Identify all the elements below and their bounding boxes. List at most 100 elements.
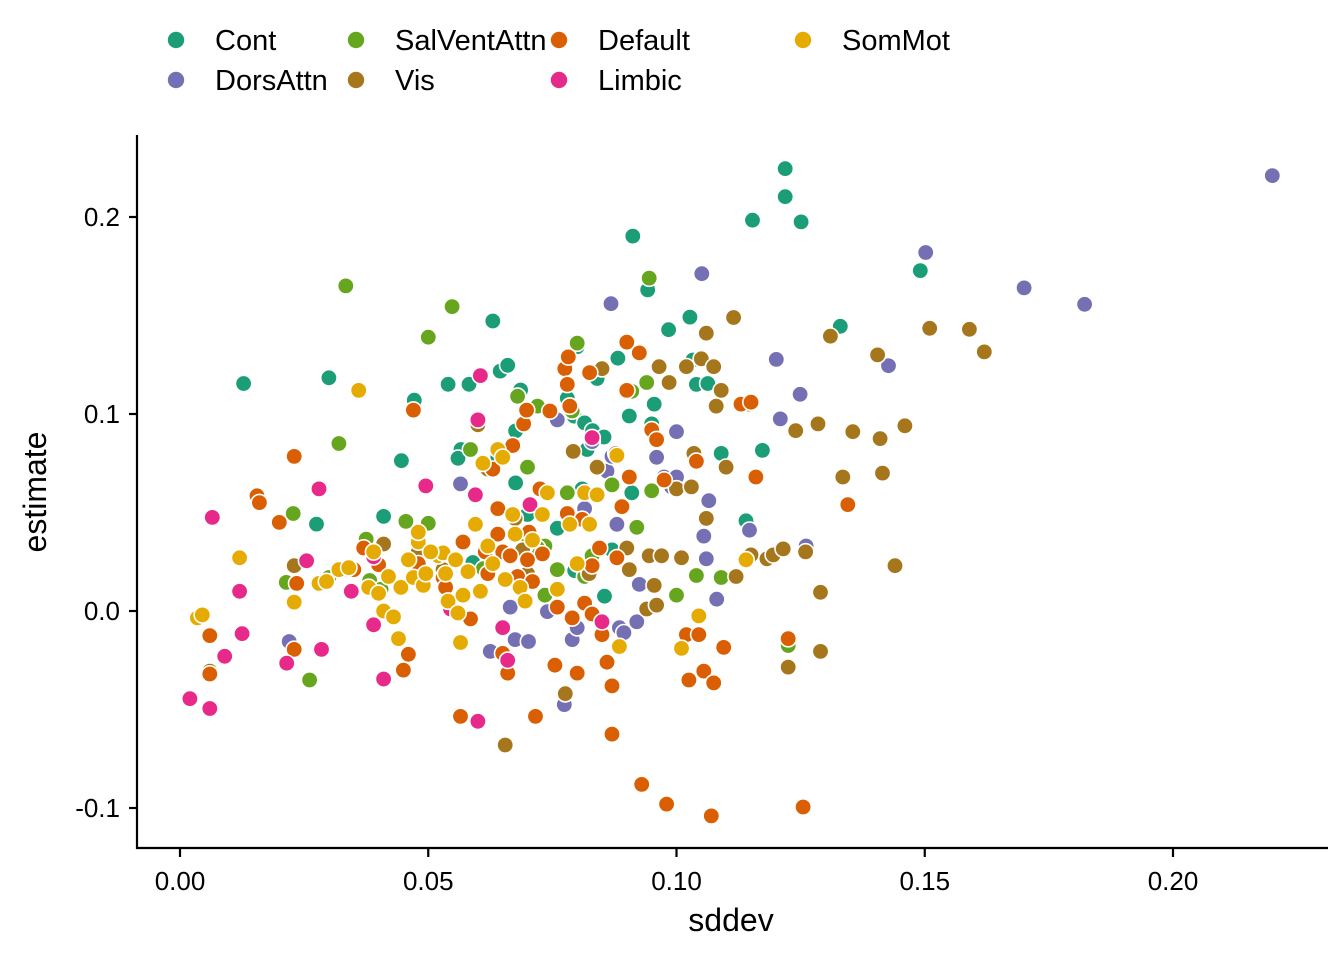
data-point: [493, 618, 512, 637]
data-point: [667, 586, 686, 605]
data-point: [712, 568, 731, 587]
legend-swatch: [346, 30, 366, 50]
data-point: [312, 640, 331, 659]
data-point: [707, 397, 726, 416]
data-point: [506, 525, 525, 544]
x-tick-label: 0.10: [651, 866, 702, 896]
data-point: [285, 640, 304, 659]
data-points: [180, 159, 1282, 825]
data-point: [526, 707, 545, 726]
data-point: [608, 349, 627, 368]
data-point: [404, 401, 423, 420]
data-point: [622, 483, 641, 502]
data-point: [506, 473, 525, 492]
data-point: [657, 795, 676, 814]
data-point: [297, 551, 316, 570]
data-point: [743, 211, 762, 230]
data-point: [774, 539, 793, 558]
data-point: [583, 428, 602, 447]
legend-label: Cont: [215, 25, 276, 57]
x-tick-label: 0.00: [155, 866, 206, 896]
data-point: [602, 475, 621, 494]
legend-swatch: [549, 30, 569, 50]
legend-swatch: [166, 30, 186, 50]
data-point: [610, 637, 629, 656]
data-point: [501, 598, 520, 617]
data-point: [873, 464, 892, 483]
data-point: [746, 467, 765, 486]
data-point: [687, 452, 706, 471]
data-point: [712, 381, 731, 400]
data-point: [451, 474, 470, 493]
data-point: [660, 373, 679, 392]
data-point: [559, 347, 578, 366]
x-tick-label: 0.15: [899, 866, 950, 896]
series-limbic: [180, 366, 611, 731]
data-point: [568, 554, 587, 573]
legend: Cont DorsAttn SalVentAttn Vis Default Limbic S…: [166, 25, 950, 97]
data-point: [647, 430, 666, 449]
data-point: [349, 381, 368, 400]
data-point: [498, 356, 517, 375]
legend-item-cont: Cont: [166, 25, 276, 57]
data-point: [612, 497, 631, 516]
data-point: [374, 669, 393, 688]
legend-label: SomMot: [842, 25, 950, 57]
data-point: [623, 227, 642, 246]
data-point: [724, 308, 743, 327]
data-point: [180, 689, 199, 708]
data-point: [630, 575, 649, 594]
data-point: [580, 363, 599, 382]
data-point: [796, 542, 815, 561]
data-point: [384, 607, 403, 626]
data-point: [779, 658, 798, 677]
data-point: [364, 615, 383, 634]
data-point: [284, 504, 303, 523]
data-point: [885, 556, 904, 575]
data-point: [714, 638, 733, 657]
data-point: [699, 491, 718, 510]
data-point: [620, 560, 639, 579]
data-point: [879, 356, 898, 375]
data-point: [580, 515, 599, 534]
data-point: [702, 806, 721, 825]
data-point: [560, 397, 579, 416]
data-point: [409, 523, 428, 542]
data-point: [563, 608, 582, 627]
data-point: [471, 582, 490, 601]
data-point: [920, 319, 939, 338]
data-point: [319, 368, 338, 387]
data-point: [519, 632, 538, 651]
data-point: [592, 612, 611, 631]
data-point: [602, 676, 621, 695]
data-point: [364, 542, 383, 561]
data-point: [811, 583, 830, 602]
data-point: [843, 422, 862, 441]
data-point: [776, 159, 795, 178]
data-point: [677, 357, 696, 376]
data-point: [694, 662, 713, 681]
data-point: [558, 375, 577, 394]
data-point: [620, 467, 639, 486]
series-dorsattn: [280, 166, 1282, 714]
series-sommot: [188, 381, 755, 658]
legend-label: Limbic: [598, 65, 682, 97]
data-point: [595, 587, 614, 606]
data-point: [617, 381, 636, 400]
data-point: [473, 454, 492, 473]
data-point: [741, 393, 760, 412]
data-point: [389, 629, 408, 648]
data-point: [533, 505, 552, 524]
legend-swatch: [793, 30, 813, 50]
data-point: [517, 401, 536, 420]
legend-swatch: [549, 70, 569, 90]
data-point: [697, 509, 716, 528]
data-point: [200, 664, 219, 683]
data-point: [533, 544, 552, 563]
data-point: [868, 345, 887, 364]
data-point: [564, 442, 583, 461]
data-point: [645, 576, 664, 595]
data-point: [650, 357, 669, 376]
data-point: [645, 395, 664, 414]
data-point: [697, 549, 716, 568]
